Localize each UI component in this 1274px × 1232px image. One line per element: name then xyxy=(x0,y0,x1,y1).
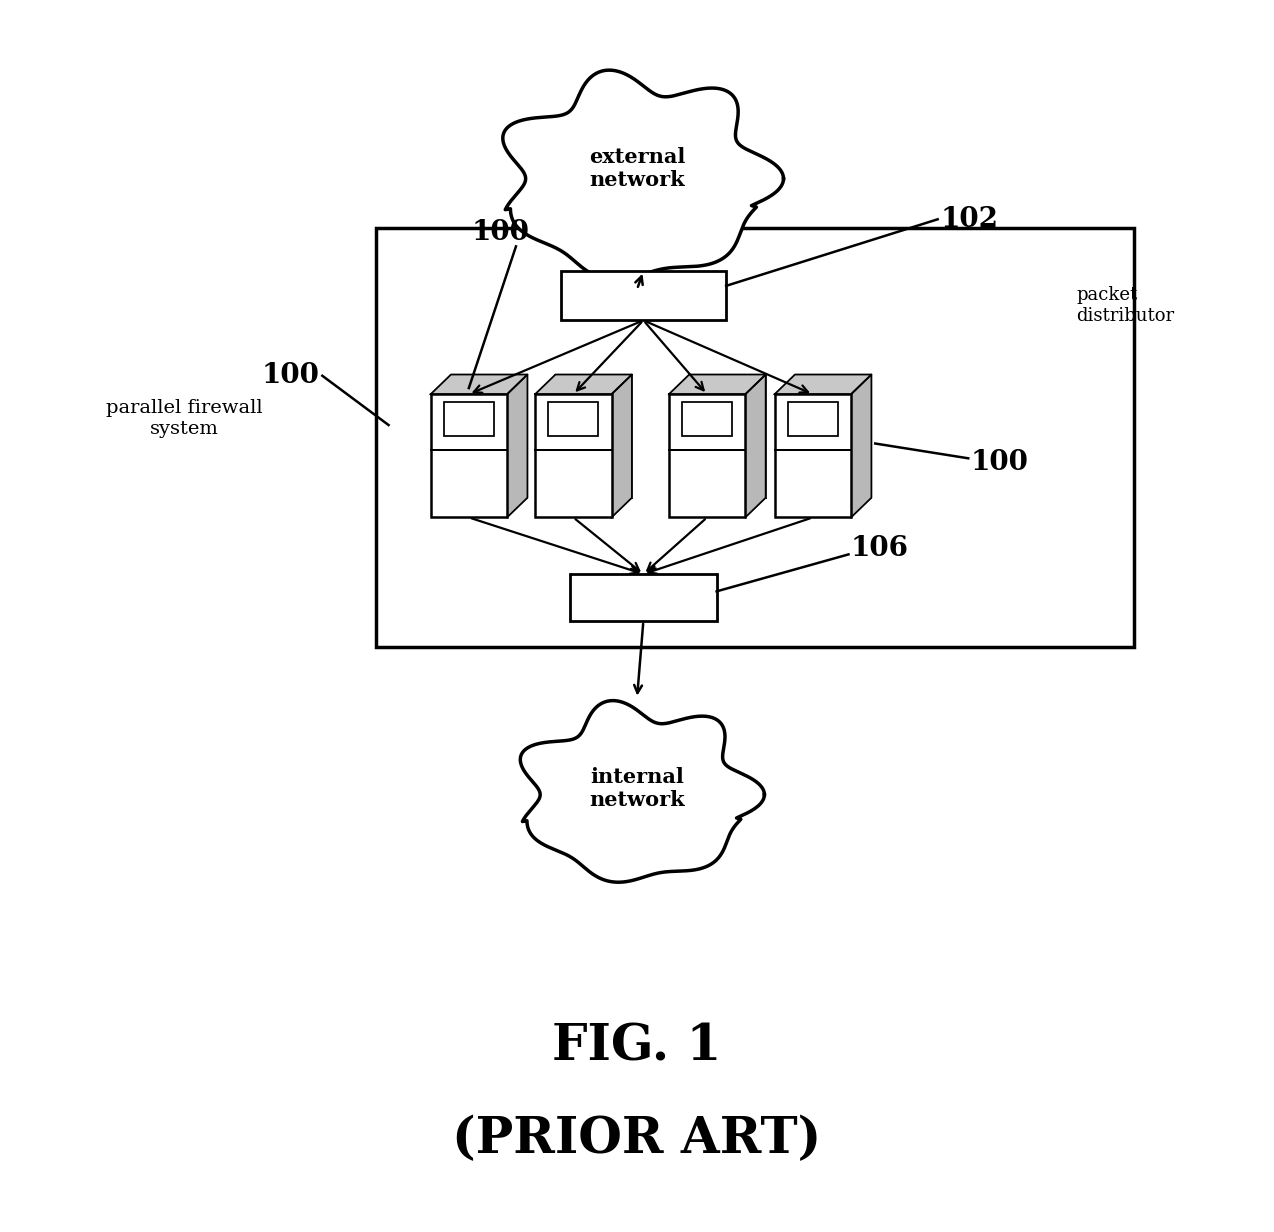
Polygon shape xyxy=(669,375,766,394)
Polygon shape xyxy=(612,375,632,517)
FancyBboxPatch shape xyxy=(451,375,527,498)
Polygon shape xyxy=(507,375,527,517)
Text: parallel firewall
system: parallel firewall system xyxy=(107,399,262,439)
FancyBboxPatch shape xyxy=(376,228,1134,647)
FancyBboxPatch shape xyxy=(555,375,632,498)
FancyBboxPatch shape xyxy=(535,394,612,517)
FancyBboxPatch shape xyxy=(683,402,731,436)
Polygon shape xyxy=(431,375,527,394)
FancyBboxPatch shape xyxy=(689,375,766,498)
FancyBboxPatch shape xyxy=(561,271,726,320)
FancyBboxPatch shape xyxy=(548,402,599,436)
FancyBboxPatch shape xyxy=(569,574,716,621)
Text: 102: 102 xyxy=(940,206,999,233)
Text: 100: 100 xyxy=(971,448,1028,476)
Text: (PRIOR ART): (PRIOR ART) xyxy=(452,1115,822,1164)
Text: FIG. 1: FIG. 1 xyxy=(553,1023,721,1072)
Text: packet
distributor: packet distributor xyxy=(1077,286,1175,325)
Text: internal
network: internal network xyxy=(589,766,685,811)
Polygon shape xyxy=(520,701,764,882)
Text: 100: 100 xyxy=(261,362,320,389)
Polygon shape xyxy=(745,375,766,517)
FancyBboxPatch shape xyxy=(775,394,851,517)
FancyBboxPatch shape xyxy=(431,394,507,517)
FancyBboxPatch shape xyxy=(669,394,745,517)
Polygon shape xyxy=(503,70,784,280)
FancyBboxPatch shape xyxy=(787,402,838,436)
FancyBboxPatch shape xyxy=(443,402,493,436)
FancyBboxPatch shape xyxy=(795,375,871,498)
Polygon shape xyxy=(775,375,871,394)
Text: external
network: external network xyxy=(589,147,685,191)
Polygon shape xyxy=(535,375,632,394)
Polygon shape xyxy=(851,375,871,517)
Text: 100: 100 xyxy=(471,219,530,246)
Text: 106: 106 xyxy=(851,535,910,562)
